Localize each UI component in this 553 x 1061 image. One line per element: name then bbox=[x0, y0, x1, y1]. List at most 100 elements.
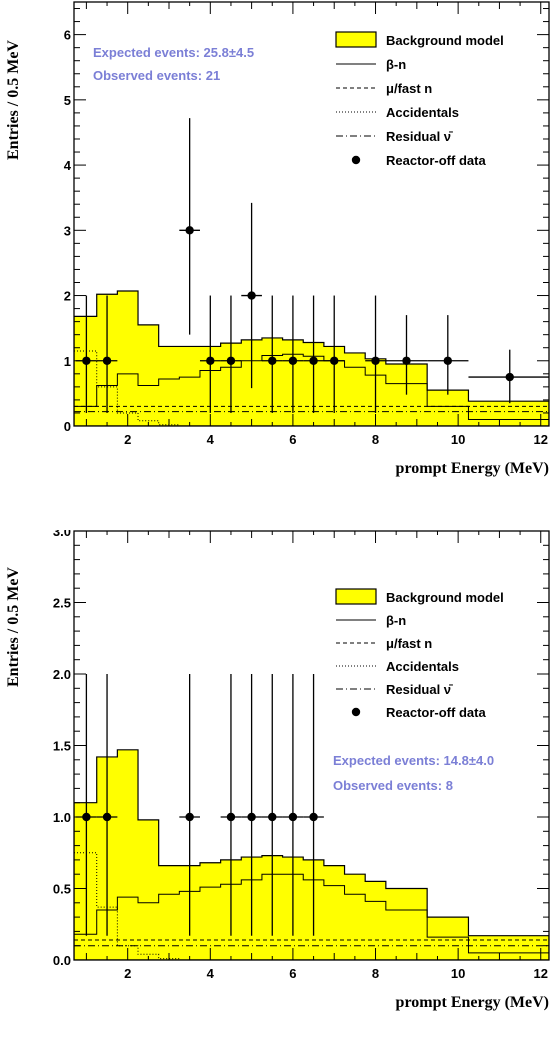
y-tick-label: 3 bbox=[64, 223, 71, 238]
data-point-marker bbox=[226, 812, 236, 822]
legend-label: Residual ν̄ bbox=[386, 682, 453, 697]
chart-panel-bottom: 2 4 6 8 10 12 prompt Energy (MeV) 0.0 0.5 1.0 1.5 2… bbox=[5, 530, 550, 1011]
x-tick-label: 4 bbox=[207, 966, 215, 981]
legend-label: μ/fast n bbox=[386, 81, 432, 96]
plot-frame bbox=[73, 1, 550, 427]
y-tick-label: 0.5 bbox=[53, 882, 71, 897]
legend-item-background-model: Background model bbox=[335, 31, 504, 48]
legend-item-dashed: μ/fast n bbox=[336, 636, 432, 651]
legend-swatch bbox=[351, 155, 361, 165]
data-point-marker bbox=[185, 226, 194, 235]
legend: Background model β-n μ/fast n Accidentals Re… bbox=[335, 588, 504, 720]
x-tick-label: 6 bbox=[289, 966, 296, 981]
data-point bbox=[323, 295, 345, 413]
x-axis-label: prompt Energy (MeV) bbox=[396, 994, 549, 1011]
y-axis: 0 1 2 3 4 5 6 bbox=[64, 8, 549, 434]
data-point-marker bbox=[102, 812, 112, 822]
data-point-marker bbox=[82, 812, 91, 822]
legend-item-dashed: μ/fast n bbox=[336, 81, 432, 96]
y-tick-label: 2.5 bbox=[53, 596, 71, 611]
data-point bbox=[96, 295, 118, 413]
data-point-marker bbox=[288, 812, 298, 822]
data-point bbox=[282, 295, 304, 413]
x-tick-label: 12 bbox=[534, 432, 548, 447]
series-background-model-histogram bbox=[74, 749, 549, 960]
data-point bbox=[179, 118, 200, 335]
data-point-marker bbox=[371, 356, 380, 365]
data-point bbox=[220, 674, 242, 936]
legend-label: Reactor-off data bbox=[386, 153, 486, 168]
y-axis-label: Entries / 0.5 MeV bbox=[5, 40, 22, 160]
y-tick-label: 2 bbox=[64, 289, 71, 304]
data-point bbox=[303, 674, 324, 936]
data-point bbox=[220, 295, 242, 413]
observed-events-annotation: Observed events: 21 bbox=[93, 68, 220, 83]
x-tick-label: 8 bbox=[372, 432, 379, 447]
data-point-marker bbox=[309, 356, 318, 365]
x-axis: 2 4 6 8 10 12 bbox=[85, 2, 548, 447]
data-point-marker bbox=[247, 291, 256, 300]
x-tick-label: 12 bbox=[534, 966, 548, 981]
series-solid-histogram bbox=[74, 353, 549, 420]
y-tick-label: 3.0 bbox=[53, 530, 71, 539]
y-tick-label: 0 bbox=[64, 419, 71, 434]
series-solid-histogram bbox=[74, 873, 549, 954]
data-point bbox=[261, 295, 283, 413]
data-point bbox=[427, 315, 469, 395]
x-tick-label: 2 bbox=[124, 432, 131, 447]
legend-label: Accidentals bbox=[386, 105, 459, 120]
data-point bbox=[96, 674, 118, 936]
data-point bbox=[282, 674, 304, 936]
x-tick-label: 2 bbox=[124, 966, 131, 981]
legend-item-dashdot: Residual ν̄ bbox=[336, 129, 453, 144]
data-point bbox=[199, 295, 221, 413]
data-point bbox=[76, 674, 97, 936]
data-point-marker bbox=[330, 356, 339, 365]
expected-events-annotation: Expected events: 14.8±4.0 bbox=[333, 753, 494, 768]
legend-item-solid: β-n bbox=[336, 613, 406, 628]
y-tick-label: 1 bbox=[64, 354, 71, 369]
legend-item-reactor-off-data: Reactor-off data bbox=[351, 153, 486, 168]
y-axis-label: Entries / 0.5 MeV bbox=[5, 567, 22, 687]
y-tick-label: 0.0 bbox=[53, 953, 71, 968]
data-point bbox=[261, 674, 283, 936]
series-dotted-histogram bbox=[74, 852, 549, 960]
x-axis-label: prompt Energy (MeV) bbox=[396, 460, 549, 477]
legend-label: Background model bbox=[386, 590, 504, 605]
legend-item-dashdot: Residual ν̄ bbox=[336, 682, 453, 697]
y-tick-label: 1.0 bbox=[53, 810, 71, 825]
plot-area bbox=[74, 118, 549, 426]
x-tick-label: 10 bbox=[451, 966, 465, 981]
legend-label: Residual ν̄ bbox=[386, 129, 453, 144]
legend-item-reactor-off-data: Reactor-off data bbox=[351, 705, 486, 720]
y-tick-label: 6 bbox=[64, 28, 71, 43]
y-tick-label: 4 bbox=[64, 158, 72, 173]
data-point bbox=[365, 295, 386, 413]
x-tick-label: 6 bbox=[289, 432, 296, 447]
plot-area bbox=[74, 674, 549, 960]
data-point bbox=[385, 315, 428, 395]
y-tick-label: 1.5 bbox=[53, 739, 71, 754]
data-point-marker bbox=[226, 356, 236, 365]
legend-swatch bbox=[335, 31, 377, 48]
data-point-marker bbox=[185, 812, 194, 822]
legend-label: Accidentals bbox=[386, 659, 459, 674]
data-point bbox=[241, 674, 262, 936]
data-point-marker bbox=[206, 356, 215, 365]
data-point bbox=[468, 349, 549, 404]
data-point-marker bbox=[102, 356, 112, 365]
data-point bbox=[241, 202, 262, 389]
legend-item-dotted: Accidentals bbox=[336, 659, 459, 674]
x-tick-label: 4 bbox=[207, 432, 215, 447]
legend-item-dotted: Accidentals bbox=[336, 105, 459, 120]
data-point-marker bbox=[443, 356, 453, 365]
data-point bbox=[179, 674, 200, 936]
data-point-marker bbox=[402, 356, 411, 365]
data-point-marker bbox=[505, 372, 514, 382]
legend-label: β-n bbox=[386, 57, 406, 72]
legend: Background model β-n μ/fast n Accidentals Re… bbox=[335, 31, 504, 168]
legend-label: μ/fast n bbox=[386, 636, 432, 651]
y-tick-label: 2.0 bbox=[53, 667, 71, 682]
